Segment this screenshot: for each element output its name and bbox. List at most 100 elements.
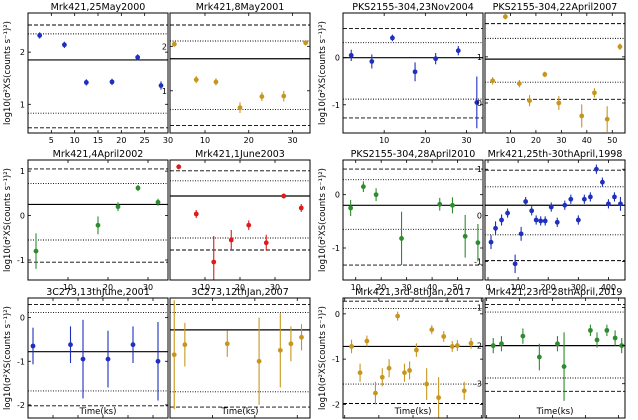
- data-point: [193, 211, 199, 217]
- panel-12: Mrk421,23rd-28thApril,20190100200300400-…: [474, 287, 626, 419]
- x-tick-label: 40: [427, 283, 437, 292]
- data-point: [228, 237, 234, 243]
- data-point: [538, 218, 544, 224]
- xlabel-left: Time(ks): [79, 407, 117, 417]
- x-tick-label: 50: [452, 283, 462, 292]
- data-point: [237, 105, 243, 111]
- x-tick-label: 30: [461, 136, 471, 145]
- data-point: [288, 341, 294, 347]
- data-point: [259, 94, 265, 99]
- ylabel: log10(σ²XS(counts s⁻¹)²): [3, 306, 13, 410]
- data-point: [299, 334, 304, 340]
- data-point: [575, 217, 581, 223]
- data-point: [499, 217, 504, 223]
- data-point: [612, 335, 618, 341]
- data-point: [155, 358, 161, 364]
- x-tick-label: 50: [607, 136, 617, 145]
- axes-frame: [342, 159, 484, 281]
- panel-content: [485, 304, 625, 401]
- panel-content: [343, 168, 483, 266]
- axes-frame: [484, 159, 626, 281]
- x-tick-label: 200: [541, 283, 556, 292]
- data-point: [523, 199, 529, 204]
- data-point: [176, 164, 182, 170]
- x-tick-label: 10: [200, 136, 210, 145]
- data-point: [441, 334, 447, 339]
- panel-content: [170, 164, 310, 280]
- data-point: [349, 344, 354, 349]
- y-tick-label: 0: [20, 212, 25, 221]
- x-tick-label: 300: [571, 283, 586, 292]
- y-tick-label: -2: [474, 342, 482, 351]
- data-point: [182, 342, 188, 348]
- data-point: [109, 79, 115, 85]
- panel-1: Mrk421,25May2000 5 10 15 20 25 30 1 2: [20, 2, 173, 145]
- panel-content: [485, 13, 625, 133]
- data-point: [424, 381, 430, 387]
- panel-6: Mrk421,1June2003 10 20 30: [169, 149, 311, 292]
- data-point: [588, 327, 593, 333]
- data-point: [554, 219, 560, 225]
- axes-frame: [484, 297, 626, 419]
- data-point: [490, 343, 496, 349]
- data-point: [263, 240, 269, 246]
- data-point: [402, 370, 407, 376]
- data-point: [436, 395, 442, 401]
- panel-title: PKS2155-304,28April2010: [351, 149, 476, 160]
- xlabel-left-2: Time(ks): [221, 407, 259, 417]
- data-point: [369, 59, 375, 64]
- axes-frame: [342, 12, 484, 134]
- panel-content: [28, 168, 168, 269]
- data-point: [95, 222, 101, 228]
- data-point: [224, 341, 230, 347]
- data-point: [593, 166, 599, 172]
- y-tick-label: 0: [335, 191, 340, 200]
- data-point: [379, 374, 385, 380]
- panel-title: Mrk421,25th-30thApril,1998: [488, 149, 623, 160]
- x-tick-label: 10: [63, 283, 73, 292]
- data-point: [373, 192, 379, 198]
- data-point: [606, 201, 611, 207]
- panel-5: Mrk421,4April2002 10 20 30 -1 0 1: [17, 149, 169, 292]
- data-point: [193, 77, 199, 83]
- ylabel: log10(σ²XS(counts s⁻¹)²): [3, 168, 13, 272]
- data-point: [105, 356, 111, 362]
- data-point: [612, 194, 617, 200]
- y-tick-label: -1: [17, 256, 25, 265]
- x-tick-label: 40: [582, 136, 592, 145]
- x-tick-label: 20: [376, 283, 386, 292]
- data-point: [130, 342, 136, 348]
- data-point: [455, 48, 461, 54]
- data-point: [158, 83, 164, 88]
- panel-title: PKS2155-304,22April2007: [493, 2, 618, 13]
- y-tick-label: 2: [20, 48, 25, 57]
- data-point: [62, 42, 67, 48]
- ylabel: log10(σ²XS(counts s⁻¹)²): [318, 21, 328, 125]
- axes-frame: [342, 297, 484, 419]
- y-tick-label: 1: [477, 165, 482, 174]
- data-point: [115, 204, 121, 210]
- x-tick-label: 30: [287, 136, 297, 145]
- data-point: [37, 33, 43, 38]
- xlabel-right: Time(ks): [394, 407, 432, 417]
- panel-11: Mrk421,3rd-8thJan,20170100200300400-2-10: [332, 287, 484, 419]
- data-point: [604, 116, 610, 122]
- x-tick-label: 20: [531, 136, 541, 145]
- x-tick-label: 100: [510, 283, 525, 292]
- data-point: [155, 199, 161, 205]
- data-point: [277, 347, 283, 353]
- data-point: [529, 208, 535, 214]
- data-point: [211, 259, 217, 265]
- x-tick-label: 10: [200, 283, 210, 292]
- y-tick-label: -1: [474, 258, 482, 267]
- data-point: [581, 196, 587, 202]
- x-tick-label: 400: [601, 283, 616, 292]
- panel-9: 3C273,13thJune,20014050607080-2-10: [17, 287, 169, 419]
- data-point: [562, 202, 568, 208]
- panel-content: [28, 304, 168, 407]
- panel-content: [170, 300, 310, 410]
- y-tick-label: 2: [162, 42, 167, 51]
- y-tick-label: -1: [332, 355, 340, 364]
- data-point: [213, 79, 219, 85]
